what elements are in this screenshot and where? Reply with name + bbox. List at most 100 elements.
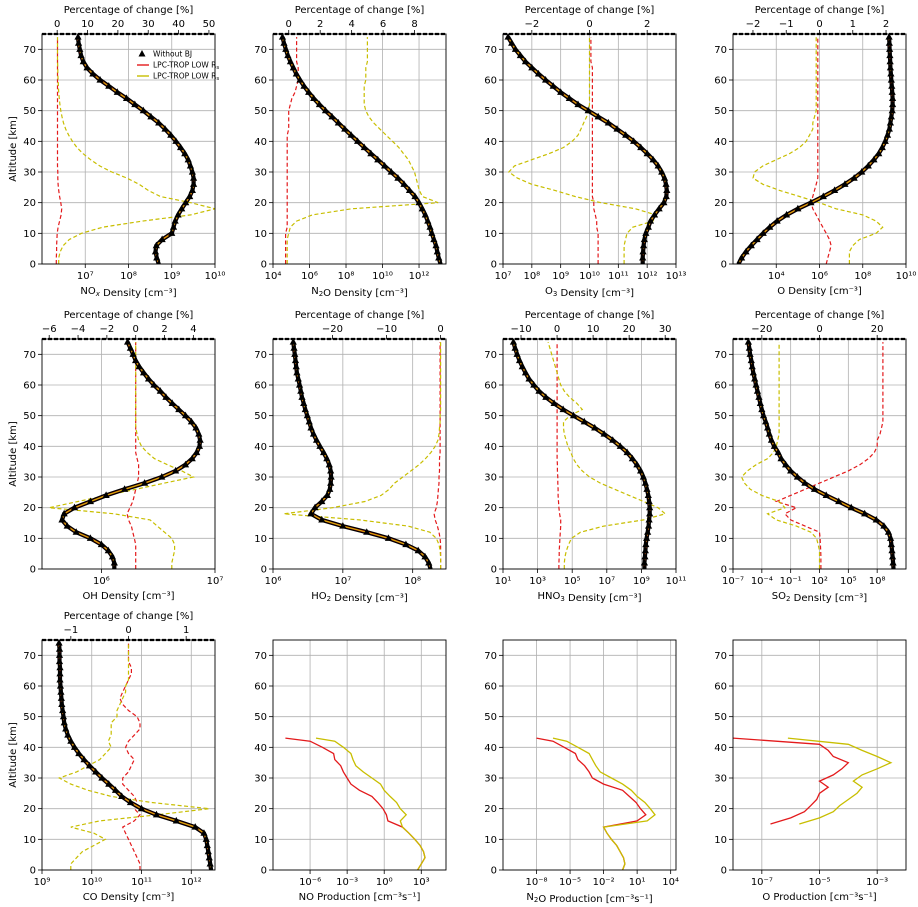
base-marker	[752, 381, 760, 388]
base-marker	[169, 223, 178, 230]
base-marker	[511, 45, 520, 52]
base-marker	[189, 174, 198, 181]
base-marker	[294, 374, 302, 382]
legend-label: Without BJ	[153, 50, 192, 59]
pct-line-red	[119, 643, 141, 870]
y-tick-label: 0	[721, 565, 727, 576]
axes-frame	[502, 338, 677, 570]
yellow-line	[58, 643, 212, 870]
y-tick-label: 50	[23, 712, 36, 723]
base-marker	[300, 82, 308, 89]
y-tick-label: 10	[254, 534, 267, 545]
base-marker	[880, 522, 888, 529]
top-tick-label: 30	[142, 19, 155, 30]
base-marker	[195, 442, 204, 449]
base-marker	[643, 149, 651, 157]
base-marker	[360, 143, 368, 151]
base-marker	[321, 106, 330, 114]
y-tick-label: 70	[714, 350, 727, 361]
base-marker	[643, 485, 651, 492]
base-marker	[782, 460, 790, 468]
base-marker	[745, 344, 753, 351]
base-marker	[888, 94, 897, 101]
top-tick-label: 8	[411, 19, 417, 30]
base-marker	[155, 118, 163, 126]
base-marker	[513, 350, 521, 357]
base-marker	[156, 387, 164, 394]
base-marker	[658, 168, 666, 175]
base-marker	[822, 491, 830, 498]
y-tick-label: 50	[484, 712, 497, 723]
top-tick-label: −1	[63, 625, 78, 636]
base-marker	[323, 454, 331, 462]
series-group	[740, 339, 897, 569]
x-tick-label: 10¹²	[181, 877, 202, 888]
base-marker	[55, 651, 64, 658]
base-marker	[86, 534, 94, 541]
series-group	[736, 34, 897, 264]
pct-line-red	[556, 342, 562, 569]
base-marker	[158, 473, 166, 480]
base-marker	[887, 540, 895, 548]
base-marker	[402, 540, 410, 548]
y-tick-label: 70	[484, 651, 497, 662]
base-marker	[765, 430, 773, 437]
pct-line-red	[810, 37, 832, 264]
top-tick-label: 10	[587, 324, 600, 335]
y-tick-label: 40	[23, 743, 36, 754]
base-marker	[57, 694, 65, 701]
base-marker	[289, 63, 297, 71]
subplot-12: 10⁻⁷ 10⁻⁵ 10⁻³ 0 10 20 30 40 50 60 70 O Production …	[714, 639, 907, 903]
base-marker	[184, 155, 192, 163]
base-marker	[534, 69, 543, 77]
x-tick-label: 10¹²	[637, 271, 658, 282]
base-marker	[363, 528, 371, 535]
y-tick-label: 20	[23, 198, 36, 209]
base-marker	[755, 393, 763, 400]
y-tick-label: 70	[23, 651, 36, 662]
base-marker	[640, 558, 649, 566]
y-tick-label: 40	[254, 137, 267, 148]
x-tick-label: 10⁻⁸	[526, 877, 548, 888]
base-marker	[131, 100, 139, 108]
base-marker	[152, 241, 160, 249]
base-marker	[70, 743, 79, 750]
base-marker	[325, 460, 333, 468]
y-tick-label: 10	[714, 229, 727, 240]
base-marker	[641, 552, 649, 560]
base-marker	[139, 368, 148, 376]
base-marker	[181, 411, 190, 419]
x-tick-label: 10⁻³	[336, 877, 358, 888]
subplot-5: 10⁶ 10⁷ 0 10 20 30 40 50 60 70 −6 −4 −2 0 2 4 Percentage…	[8, 310, 223, 602]
base-marker	[604, 118, 612, 126]
base-marker	[89, 69, 97, 77]
base-marker	[426, 223, 434, 230]
top-tick-label: 1	[183, 625, 189, 636]
base-marker	[569, 411, 578, 419]
base-marker	[515, 356, 524, 364]
base-marker	[290, 344, 298, 351]
base-marker	[307, 423, 315, 431]
y-tick-label: 40	[714, 442, 727, 453]
y-tick-label: 40	[254, 442, 267, 453]
base-line	[736, 36, 895, 264]
red-line	[281, 36, 442, 264]
base-marker	[174, 210, 182, 218]
base-marker	[291, 350, 299, 357]
y-tick-label: 10	[714, 835, 727, 846]
axes-frame	[502, 33, 677, 265]
x-tick-label: 10¹	[629, 877, 646, 888]
y-tick-label: 30	[484, 168, 497, 179]
base-marker	[550, 399, 558, 406]
x-tick-label: 10⁹	[633, 576, 650, 587]
subplot-10: 10⁻⁶ 10⁻³ 10⁰ 10³ 0 10 20 30 40 50 60 70 NO Producti…	[254, 639, 447, 903]
top-axis-label: Percentage of change [%]	[525, 5, 655, 16]
y-tick-label: 60	[484, 682, 497, 693]
base-marker	[565, 94, 573, 101]
yellow-line	[292, 342, 431, 569]
prod-line-yellow	[787, 737, 893, 825]
base-marker	[311, 503, 319, 511]
x-tick-label: 10⁻²	[593, 877, 615, 888]
base-marker	[347, 131, 355, 138]
base-marker	[433, 247, 441, 255]
